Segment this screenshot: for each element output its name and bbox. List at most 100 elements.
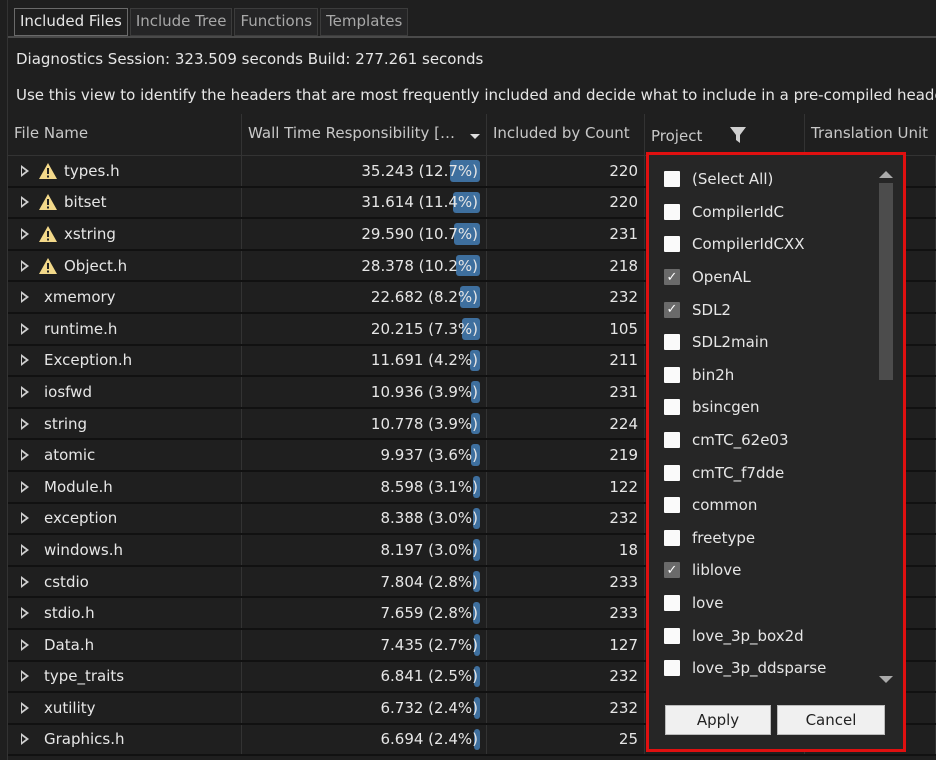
wall-time-bar <box>452 191 480 214</box>
column-file-name[interactable]: File Name <box>8 114 242 155</box>
checkbox[interactable] <box>664 171 680 188</box>
wall-time-cell: 31.614 (11.4%) <box>242 187 487 218</box>
scroll-thumb[interactable] <box>879 183 893 380</box>
expand-icon[interactable] <box>21 417 30 430</box>
filter-option[interactable]: ✓ OpenAL <box>649 261 879 294</box>
filter-option-label: love <box>692 594 724 613</box>
filter-option[interactable]: bin2h <box>649 359 879 392</box>
filter-option-label: common <box>692 496 758 515</box>
filter-option[interactable]: freetype <box>649 522 879 555</box>
checkbox[interactable]: ✓ <box>664 269 680 286</box>
file-name: atomic <box>44 446 96 465</box>
file-name: string <box>44 414 88 433</box>
checkbox[interactable] <box>664 464 680 481</box>
file-name-cell: types.h <box>8 156 242 186</box>
scroll-up-icon[interactable] <box>879 171 893 178</box>
wall-time-bar <box>470 412 480 435</box>
expand-icon[interactable] <box>21 670 30 683</box>
expand-icon[interactable] <box>21 733 30 746</box>
expand-icon[interactable] <box>21 607 30 620</box>
file-name: Graphics.h <box>44 730 125 749</box>
filter-option[interactable]: bsincgen <box>649 391 879 424</box>
wall-time-value: 6.694 (2.4%) <box>380 730 478 749</box>
sort-descending-icon <box>470 134 480 139</box>
filter-option[interactable]: love <box>649 587 879 620</box>
expand-icon[interactable] <box>21 322 30 335</box>
expand-icon[interactable] <box>21 227 30 240</box>
tab-included-files[interactable]: Included Files <box>14 8 128 36</box>
filter-option[interactable]: ✓ SDL2 <box>649 293 879 326</box>
expand-icon[interactable] <box>21 259 30 272</box>
expand-icon[interactable] <box>21 512 30 525</box>
apply-button[interactable]: Apply <box>665 705 771 735</box>
file-name: type_traits <box>44 667 125 686</box>
filter-option-label: (Select All) <box>692 170 774 189</box>
file-name-cell: type_traits <box>8 661 242 692</box>
checkbox[interactable]: ✓ <box>664 301 680 318</box>
cancel-button[interactable]: Cancel <box>777 705 885 735</box>
expand-icon[interactable] <box>21 575 30 588</box>
wall-time-value: 7.435 (2.7%) <box>380 635 478 654</box>
expand-icon[interactable] <box>21 196 30 209</box>
filter-option[interactable]: cmTC_62e03 <box>649 424 879 457</box>
filter-option-label: cmTC_f7dde <box>692 463 785 482</box>
filter-option[interactable]: SDL2main <box>649 326 879 359</box>
filter-option[interactable]: love_3p_box2d <box>649 619 879 652</box>
expand-icon[interactable] <box>21 701 30 714</box>
file-name-cell: Data.h <box>8 629 242 660</box>
expand-icon[interactable] <box>21 480 30 493</box>
filter-option[interactable]: CompilerIdC <box>649 196 879 229</box>
checkbox[interactable] <box>664 366 680 383</box>
included-count: 25 <box>487 724 645 755</box>
filter-option[interactable]: cmTC_f7dde <box>649 456 879 489</box>
checkbox[interactable] <box>664 432 680 449</box>
expand-icon[interactable] <box>21 354 30 367</box>
wall-time-value: 7.659 (2.8%) <box>380 604 478 623</box>
file-name-cell: iosfwd <box>8 377 242 407</box>
expand-icon[interactable] <box>21 291 30 304</box>
filter-option[interactable]: common <box>649 489 879 522</box>
wall-time-cell: 6.732 (2.4%) <box>242 693 487 723</box>
file-name-cell: xmemory <box>8 282 242 312</box>
wall-time-bar <box>470 381 480 403</box>
filter-option[interactable]: CompilerIdCXX <box>649 228 879 261</box>
filter-option-label: CompilerIdC <box>692 202 784 221</box>
file-name: types.h <box>64 161 120 180</box>
expand-icon[interactable] <box>21 164 30 177</box>
checkbox[interactable] <box>664 236 680 253</box>
file-name: runtime.h <box>44 319 118 338</box>
filter-scrollbar[interactable] <box>878 165 894 685</box>
expand-icon[interactable] <box>21 449 30 462</box>
scroll-down-icon[interactable] <box>879 676 893 683</box>
filter-option[interactable]: ✓ liblove <box>649 554 879 587</box>
checkbox[interactable] <box>664 595 680 612</box>
table-header: File Name Wall Time Responsibility [sec]… <box>8 114 936 156</box>
expand-icon[interactable] <box>21 385 30 398</box>
column-translation-unit[interactable]: Translation Unit <box>811 124 929 142</box>
checkbox[interactable] <box>664 627 680 644</box>
checkbox[interactable] <box>664 660 680 677</box>
tab-templates[interactable]: Templates <box>320 8 409 36</box>
filter-option[interactable]: love_3p_ddsparse <box>649 652 879 685</box>
wall-time-cell: 8.197 (3.0%) <box>242 535 487 565</box>
filter-option[interactable]: (Select All) <box>649 163 879 196</box>
filter-option-label: bin2h <box>692 365 735 384</box>
checkbox[interactable]: ✓ <box>664 562 680 579</box>
column-included-by-count[interactable]: Included by Count <box>487 114 645 155</box>
checkbox[interactable] <box>664 399 680 416</box>
included-count: 127 <box>487 629 645 660</box>
column-wall-time[interactable]: Wall Time Responsibility [sec] <box>242 114 487 155</box>
filter-icon[interactable] <box>729 126 747 144</box>
wall-time-bar <box>469 349 480 372</box>
tab-include-tree[interactable]: Include Tree <box>129 8 233 36</box>
expand-icon[interactable] <box>21 543 30 556</box>
column-project[interactable]: Project <box>645 114 805 155</box>
checkbox[interactable] <box>664 203 680 220</box>
expand-icon[interactable] <box>21 638 30 651</box>
tab-functions[interactable]: Functions <box>234 8 319 36</box>
checkbox[interactable] <box>664 497 680 514</box>
checkbox[interactable] <box>664 334 680 351</box>
checkbox[interactable] <box>664 529 680 546</box>
file-name: xutility <box>44 698 96 717</box>
wall-time-cell: 20.215 (7.3%) <box>242 313 487 344</box>
